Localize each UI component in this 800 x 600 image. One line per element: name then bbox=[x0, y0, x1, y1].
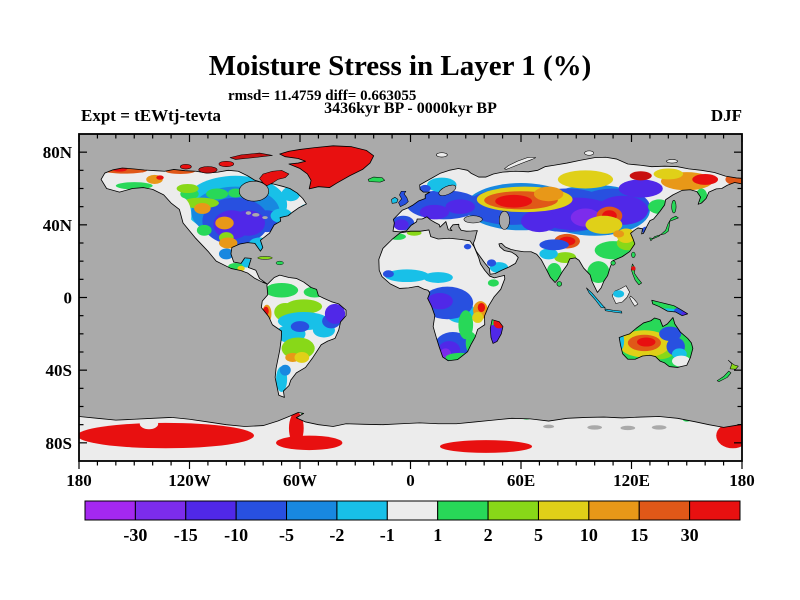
x-axis-label: 180 bbox=[729, 471, 755, 490]
hudson-bay bbox=[238, 180, 270, 202]
antarctica-fill bbox=[79, 412, 742, 461]
stats-line: rmsd= 11.4759 diff= 0.663055 bbox=[228, 88, 417, 104]
colorbar-segment bbox=[235, 500, 288, 521]
x-axis-label: 60E bbox=[507, 471, 535, 490]
x-axis-label: 120W bbox=[168, 471, 211, 490]
colorbar-segment bbox=[134, 500, 187, 521]
x-axis-label: 60W bbox=[283, 471, 317, 490]
y-axis-label: 0 bbox=[64, 289, 73, 308]
colorbar-segment bbox=[487, 500, 539, 521]
y-axis-label: 80S bbox=[46, 434, 72, 453]
great-lake bbox=[262, 216, 268, 220]
cuba bbox=[257, 256, 273, 260]
x-axis-label: 180 bbox=[66, 471, 92, 490]
axes: 180 120W 60W 0 60E 120E 180 80N 40N 0 40S 80S bbox=[43, 134, 755, 490]
colorbar-segment bbox=[286, 500, 338, 521]
colorbar-segment bbox=[537, 500, 590, 521]
comparison-line: 3436kyr BP - 0000kyr BP bbox=[324, 100, 497, 117]
colorbar-segment bbox=[84, 500, 136, 521]
eurasia-islands bbox=[367, 150, 739, 382]
colorbar-tick-label: 1 bbox=[433, 525, 442, 545]
colorbar-tick-label: 15 bbox=[630, 525, 648, 545]
colorbar-tick-label: 5 bbox=[534, 525, 543, 545]
colorbar-tick-label: -5 bbox=[279, 525, 294, 545]
colorbar-tick-label: 30 bbox=[681, 525, 699, 545]
colorbar-segment bbox=[638, 500, 691, 521]
eurasia-fill bbox=[393, 157, 742, 293]
great-lake bbox=[245, 211, 252, 215]
great-lake bbox=[252, 213, 260, 217]
colorbar-tick-label: -10 bbox=[224, 525, 248, 545]
colorbar-segment bbox=[588, 500, 640, 521]
colorbar-segment bbox=[437, 500, 489, 521]
colorbar-tick-label: -1 bbox=[380, 525, 395, 545]
black-sea bbox=[463, 215, 483, 224]
south-america-fill bbox=[261, 275, 347, 398]
colorbar-tick-label: 2 bbox=[484, 525, 493, 545]
y-axis-label: 80N bbox=[43, 143, 73, 162]
colorbar-segment bbox=[185, 500, 237, 521]
colorbar-segment bbox=[336, 500, 388, 521]
x-axis-label: 120E bbox=[613, 471, 650, 490]
caspian-sea bbox=[498, 210, 510, 230]
page-title: Moisture Stress in Layer 1 (%) bbox=[208, 50, 592, 82]
colorbar-segment bbox=[386, 500, 439, 521]
colorbar-tick-label: -15 bbox=[174, 525, 198, 545]
colorbar-tick-label: -2 bbox=[329, 525, 344, 545]
colorbar-legend: -30 -15 -10 -5 -2 -1 1 2 5 10 15 30 bbox=[84, 500, 741, 545]
experiment-label: Expt = tEWtj-tevta bbox=[81, 106, 221, 125]
map-area bbox=[79, 134, 742, 461]
season-label: DJF bbox=[710, 106, 742, 125]
world-geography bbox=[79, 144, 742, 461]
hispaniola bbox=[275, 260, 284, 266]
colorbar-tick-label: 10 bbox=[580, 525, 598, 545]
y-axis-label: 40N bbox=[43, 216, 73, 235]
baltic-sea bbox=[438, 184, 457, 196]
colorbar-segment bbox=[689, 500, 741, 521]
colorbar-tick-label: -30 bbox=[123, 525, 147, 545]
x-axis-label: 0 bbox=[406, 471, 415, 490]
arctic-islands bbox=[180, 152, 290, 187]
y-axis-label: 40S bbox=[46, 361, 72, 380]
